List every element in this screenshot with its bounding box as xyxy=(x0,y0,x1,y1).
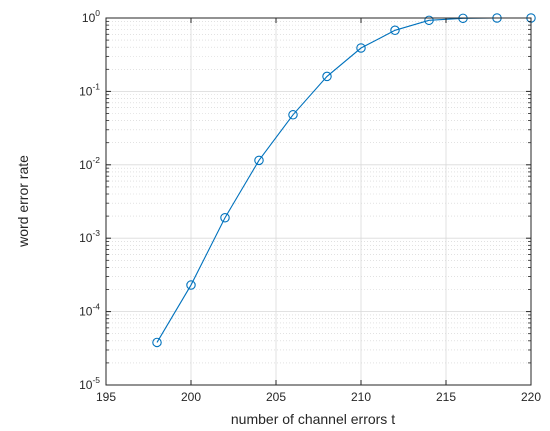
x-tick-label: 215 xyxy=(436,390,456,404)
data-point xyxy=(288,110,298,120)
x-tick-label: 205 xyxy=(266,390,286,404)
y-tick-label: 10-1 xyxy=(79,81,100,98)
series-line xyxy=(156,17,531,343)
data-point xyxy=(424,15,434,26)
y-axis-label: word error rate xyxy=(15,155,31,248)
y-tick-label: 10-3 xyxy=(79,228,100,245)
x-tick-label: 210 xyxy=(351,390,371,404)
minor-grid xyxy=(106,21,531,364)
x-tick-label: 200 xyxy=(181,390,201,404)
y-tick-label: 10-2 xyxy=(79,155,100,172)
data-point xyxy=(152,337,162,348)
x-tick-label: 220 xyxy=(521,390,541,404)
series-layer xyxy=(152,13,536,348)
data-point xyxy=(254,155,264,166)
data-point xyxy=(390,25,400,36)
y-tick-label: 100 xyxy=(82,8,100,25)
x-tick-label: 195 xyxy=(96,390,116,404)
data-point xyxy=(322,71,332,82)
major-grid xyxy=(105,17,532,386)
data-point xyxy=(220,212,230,223)
x-axis-label: number of channel errors t xyxy=(231,411,395,427)
y-tick-labels: 10-5 10-4 10-3 10-2 10-1 100 xyxy=(79,8,100,392)
data-point xyxy=(186,280,196,290)
x-tick-labels: 195 200 205 210 215 220 xyxy=(96,390,541,404)
plot-area-border xyxy=(105,17,532,386)
axis-ticks xyxy=(105,17,532,386)
y-tick-label: 10-5 xyxy=(79,375,100,392)
y-tick-label: 10-4 xyxy=(79,302,100,319)
data-point xyxy=(356,43,366,53)
